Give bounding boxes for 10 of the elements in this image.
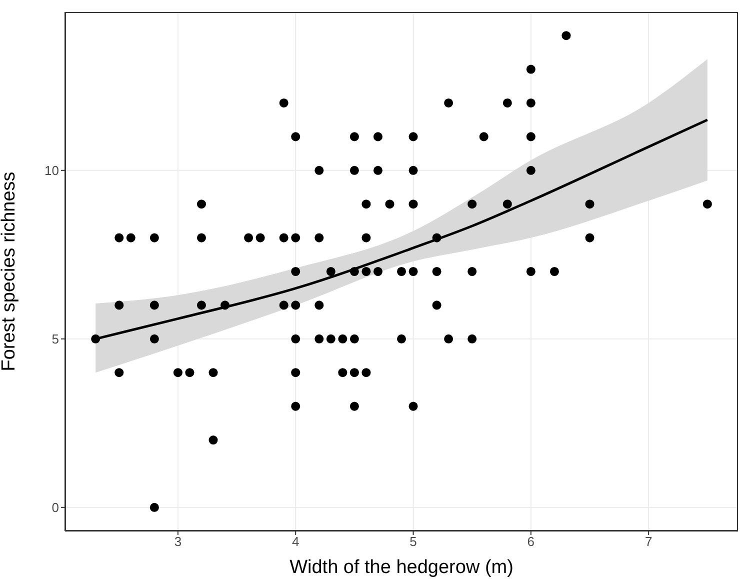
x-tick-label: 3 — [174, 534, 182, 550]
x-tick-label: 4 — [292, 534, 300, 550]
x-axis-title: Width of the hedgerow (m) — [290, 557, 514, 578]
x-tick-label: 6 — [527, 534, 535, 550]
y-axis-title: Forest species richness — [0, 172, 20, 372]
x-tick-label: 5 — [410, 534, 417, 550]
y-tick-label: 5 — [52, 332, 59, 347]
y-tick-label: 0 — [52, 500, 59, 516]
y-tick-label: 10 — [44, 163, 59, 178]
x-tick-label: 7 — [644, 534, 652, 550]
